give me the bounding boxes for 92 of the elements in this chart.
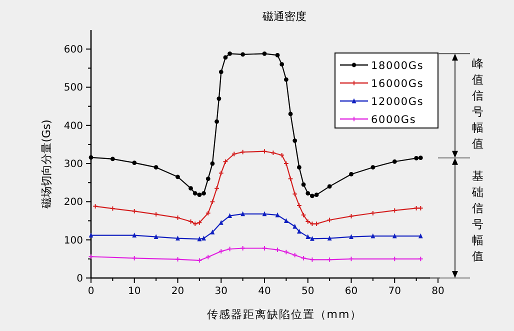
point bbox=[262, 51, 267, 56]
point bbox=[228, 213, 232, 218]
point bbox=[132, 232, 137, 238]
point bbox=[110, 156, 115, 162]
point bbox=[292, 224, 298, 229]
point bbox=[418, 233, 423, 238]
point bbox=[288, 112, 293, 116]
point bbox=[280, 62, 284, 67]
y-tick-label: 400 bbox=[64, 120, 83, 132]
x-tick-label: 30 bbox=[214, 286, 228, 297]
point bbox=[349, 172, 354, 176]
point bbox=[392, 233, 397, 238]
legend-label: 16000Gs bbox=[371, 78, 424, 90]
point bbox=[218, 70, 224, 74]
point bbox=[284, 77, 288, 82]
point bbox=[348, 256, 354, 262]
x-tick-label: 10 bbox=[128, 286, 141, 297]
x-tick-label: 0 bbox=[88, 286, 94, 297]
point bbox=[297, 165, 302, 170]
x-tick-label: 60 bbox=[344, 286, 358, 297]
point bbox=[175, 215, 180, 220]
point bbox=[314, 192, 319, 198]
point bbox=[176, 174, 180, 180]
point bbox=[297, 228, 302, 234]
y-tick-label: 600 bbox=[64, 44, 83, 56]
x-tick-label: 20 bbox=[171, 286, 184, 297]
text: 峰值信号幅值 bbox=[472, 56, 484, 151]
point bbox=[216, 96, 222, 101]
point bbox=[370, 233, 376, 238]
y-tick-label: 500 bbox=[64, 82, 83, 94]
point bbox=[88, 155, 94, 160]
point bbox=[210, 161, 215, 166]
point bbox=[153, 212, 159, 217]
point bbox=[349, 234, 354, 239]
point bbox=[275, 52, 280, 58]
point bbox=[192, 191, 198, 196]
point bbox=[418, 156, 423, 160]
point bbox=[132, 208, 138, 214]
point bbox=[262, 211, 267, 216]
point bbox=[414, 156, 419, 160]
legend-label: 18000Gs bbox=[371, 60, 424, 72]
point bbox=[370, 165, 376, 170]
point bbox=[306, 191, 310, 196]
y-tick-label: 100 bbox=[64, 235, 83, 246]
point bbox=[228, 51, 232, 56]
x-tick-label: 80 bbox=[432, 286, 444, 297]
point bbox=[214, 119, 219, 124]
point bbox=[154, 234, 158, 239]
point bbox=[310, 194, 314, 198]
point bbox=[292, 191, 298, 197]
point bbox=[292, 252, 298, 258]
point bbox=[301, 182, 306, 187]
point bbox=[206, 176, 210, 181]
point bbox=[132, 160, 137, 165]
point bbox=[176, 236, 180, 241]
legend-label: 6000Gs bbox=[371, 114, 416, 126]
point bbox=[197, 192, 202, 198]
y-tick-label: 0 bbox=[76, 274, 83, 284]
point bbox=[154, 165, 158, 170]
point bbox=[392, 256, 398, 262]
point bbox=[292, 138, 298, 143]
point bbox=[392, 159, 397, 164]
y-tick-label: 300 bbox=[64, 159, 83, 170]
point bbox=[196, 258, 202, 264]
y-axis-title: 磁场切向分量(Gs) bbox=[40, 120, 53, 210]
point bbox=[240, 211, 246, 216]
x-tick-label: 70 bbox=[388, 286, 401, 297]
point bbox=[275, 212, 280, 218]
text: 基础信号幅值 bbox=[471, 168, 484, 263]
point bbox=[88, 232, 94, 238]
point bbox=[223, 55, 228, 60]
x-axis-title: 传感器距离缺陷位置（mm） bbox=[206, 308, 362, 321]
legend-label: 12000Gs bbox=[371, 96, 424, 108]
point bbox=[218, 170, 224, 176]
x-tick-label: 50 bbox=[302, 286, 314, 297]
point bbox=[283, 249, 289, 255]
point bbox=[197, 236, 202, 242]
point bbox=[284, 218, 288, 223]
y-tick-label: 200 bbox=[64, 197, 83, 208]
point bbox=[202, 236, 206, 241]
point bbox=[327, 184, 332, 189]
point bbox=[218, 248, 224, 254]
x-tick-label: 40 bbox=[258, 286, 271, 297]
point bbox=[310, 236, 314, 241]
point bbox=[306, 234, 310, 239]
chart-title: 磁通密度 bbox=[262, 10, 306, 23]
point bbox=[210, 230, 215, 234]
point bbox=[327, 236, 332, 241]
point bbox=[218, 220, 224, 225]
point bbox=[202, 191, 206, 196]
point bbox=[240, 52, 246, 57]
point bbox=[188, 186, 193, 191]
